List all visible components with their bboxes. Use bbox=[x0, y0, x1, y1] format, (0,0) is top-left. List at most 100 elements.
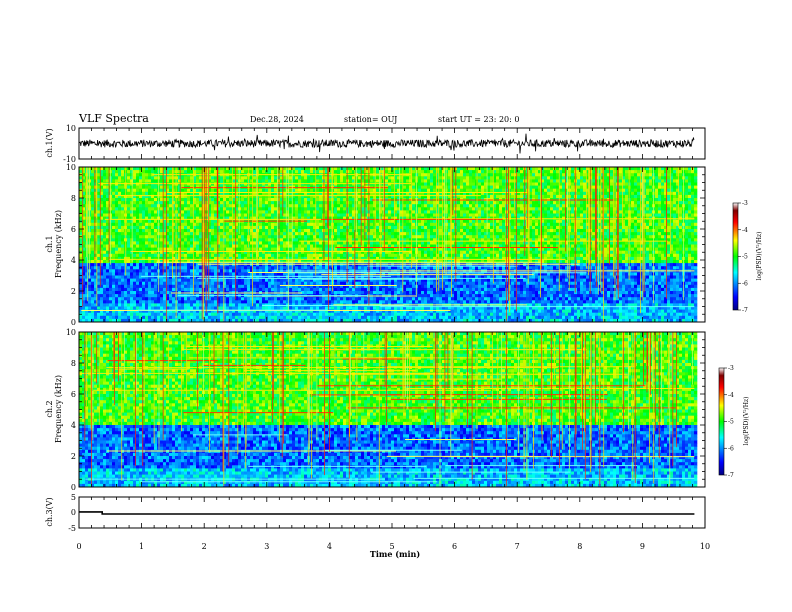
spectrogram-cell bbox=[424, 204, 428, 208]
spectrogram-cell bbox=[583, 235, 587, 239]
spectrogram-cell bbox=[79, 222, 83, 227]
spectrogram-cell bbox=[193, 219, 197, 224]
spectrogram-cell bbox=[337, 170, 341, 174]
spectrogram-cell bbox=[226, 232, 230, 236]
spectrogram-cell bbox=[664, 191, 668, 196]
spectrogram-cell bbox=[640, 213, 644, 217]
spectrogram-cell bbox=[421, 170, 425, 174]
spectrogram-cell bbox=[271, 179, 275, 183]
spectrogram-cell bbox=[568, 176, 572, 180]
spectrogram-cell bbox=[394, 201, 398, 205]
spectrogram-cell bbox=[358, 210, 362, 214]
spectrogram-cell bbox=[619, 170, 623, 174]
spectrogram-cell bbox=[439, 213, 443, 217]
spectrogram-cell bbox=[145, 176, 149, 180]
spectrogram-cell bbox=[667, 188, 671, 193]
spectrogram-cell bbox=[295, 188, 299, 193]
spectrogram-cell bbox=[409, 219, 413, 224]
spectrogram-cell bbox=[169, 185, 173, 189]
spectrogram-cell bbox=[421, 194, 425, 199]
spectrogram-cell bbox=[610, 207, 614, 211]
spectrogram-cell bbox=[637, 176, 641, 180]
spectrogram-cell bbox=[112, 194, 116, 199]
spectrogram-cell bbox=[169, 167, 173, 171]
spectrogram-cell bbox=[112, 179, 116, 183]
spectrogram-cell bbox=[82, 201, 86, 205]
spectrogram-cell bbox=[571, 170, 575, 174]
spectrogram-cell bbox=[106, 219, 110, 224]
spectrogram-cell bbox=[238, 194, 242, 199]
spectrogram-cell bbox=[349, 194, 353, 199]
spectrogram-cell bbox=[547, 219, 551, 224]
spectrogram-cell bbox=[442, 225, 446, 230]
spectrogram-cell bbox=[100, 232, 104, 236]
spectrogram-cell bbox=[496, 188, 500, 193]
spectrogram-cell bbox=[511, 185, 515, 189]
spectrogram-cell bbox=[316, 198, 320, 202]
spectrogram-cell bbox=[103, 167, 107, 171]
spectrogram-cell bbox=[568, 194, 572, 199]
spectrogram-cell bbox=[121, 185, 125, 189]
spectrogram-cell bbox=[685, 173, 689, 177]
spectrogram-cell bbox=[634, 179, 638, 183]
spectrogram-cell bbox=[106, 207, 110, 211]
spectrogram-cell bbox=[166, 179, 170, 183]
spectrogram-cell bbox=[670, 176, 674, 180]
spectrogram-cell bbox=[232, 167, 236, 171]
spectrogram-cell bbox=[313, 222, 317, 227]
spectrogram-cell bbox=[352, 207, 356, 211]
spectrogram-cell bbox=[481, 204, 485, 208]
spectrogram-cell bbox=[694, 176, 698, 180]
spectrogram-cell bbox=[481, 235, 485, 239]
spectrogram-cell bbox=[178, 182, 182, 186]
spectrogram-cell bbox=[529, 235, 533, 239]
spectrogram-cell bbox=[304, 222, 308, 227]
spectrogram-cell bbox=[196, 198, 200, 202]
spectrogram-cell bbox=[442, 222, 446, 227]
spectrogram-cell bbox=[385, 235, 389, 239]
spectrogram-cell bbox=[196, 219, 200, 224]
spectrogram-cell bbox=[541, 210, 545, 214]
spectrogram-cell bbox=[571, 182, 575, 186]
spectrogram-cell bbox=[181, 191, 185, 196]
spectrogram-cell bbox=[358, 170, 362, 174]
spectrogram-cell bbox=[205, 219, 209, 224]
spectrogram-cell bbox=[496, 232, 500, 236]
spectrogram-cell bbox=[334, 182, 338, 186]
spectrogram-cell bbox=[112, 173, 116, 177]
spectrogram-cell bbox=[286, 225, 290, 230]
spectrogram-cell bbox=[685, 188, 689, 193]
spectrogram-cell bbox=[166, 170, 170, 174]
spectrogram-cell bbox=[556, 229, 560, 233]
spectrogram-cell bbox=[400, 204, 404, 208]
spectrogram-cell bbox=[391, 219, 395, 224]
spectrogram-cell bbox=[283, 198, 287, 202]
spectrogram-cell bbox=[421, 229, 425, 233]
spectrogram-cell bbox=[307, 207, 311, 211]
spectrogram-cell bbox=[664, 207, 668, 211]
spectrogram-cell bbox=[217, 213, 221, 217]
spectrogram-cell bbox=[487, 167, 491, 171]
spectrogram-cell bbox=[637, 201, 641, 205]
spectrogram-cell bbox=[592, 182, 596, 186]
spectrogram-cell bbox=[235, 213, 239, 217]
spectrogram-cell bbox=[277, 176, 281, 180]
spectrogram-cell bbox=[175, 167, 179, 171]
spectrogram-cell bbox=[466, 173, 470, 177]
spectrogram-cell bbox=[94, 229, 98, 233]
spectrogram-cell bbox=[409, 222, 413, 227]
spectrogram-cell bbox=[598, 210, 602, 214]
spectrogram-cell bbox=[148, 232, 152, 236]
spectrogram-cell bbox=[667, 204, 671, 208]
spectrogram-cell bbox=[610, 225, 614, 230]
spectrogram-cell bbox=[451, 229, 455, 233]
spectrogram-cell bbox=[460, 229, 464, 233]
spectrogram-cell bbox=[208, 201, 212, 205]
spectrogram-cell bbox=[199, 182, 203, 186]
spectrogram-cell bbox=[238, 207, 242, 211]
spectrogram-cell bbox=[427, 232, 431, 236]
spectrogram-cell bbox=[661, 229, 665, 233]
spectrogram-cell bbox=[466, 213, 470, 217]
spectrogram-cell bbox=[511, 204, 515, 208]
spectrogram-cell bbox=[574, 222, 578, 227]
